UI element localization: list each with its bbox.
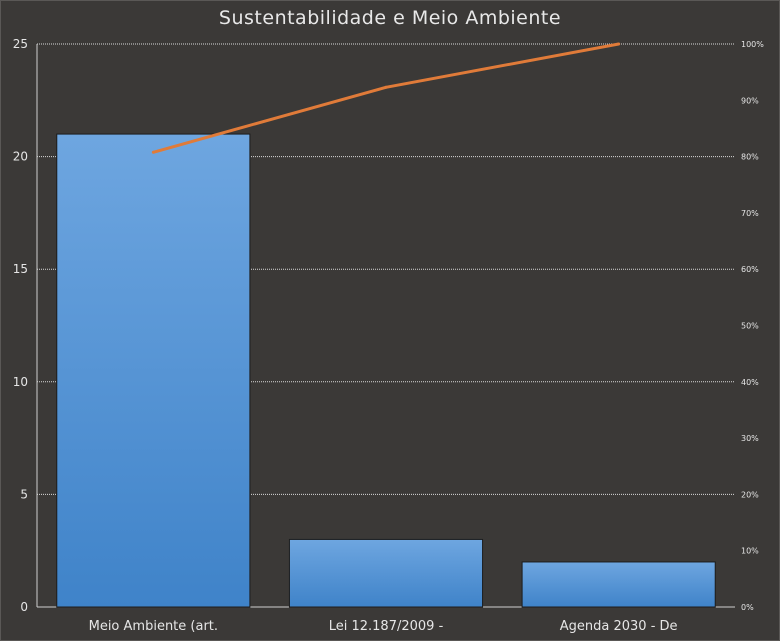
bar: [521, 561, 716, 608]
y-tick-label: 15: [13, 262, 28, 276]
y-tick-label: 5: [20, 487, 28, 501]
line-point: [384, 85, 388, 89]
y-tick-label: 20: [13, 150, 28, 164]
y-tick-label: 25: [13, 37, 28, 51]
x-axis-tick-labels: Meio Ambiente (art. Lei 12.187/2009 - Agen…: [89, 619, 678, 634]
y-axis-tick-labels: 0 5 10 15 20 25: [13, 37, 28, 614]
y2-tick-label: 40%: [741, 378, 759, 387]
x-tick-label: Agenda 2030 - De: [560, 619, 678, 634]
bar: [56, 133, 251, 608]
y-tick-label: 0: [20, 600, 28, 614]
x-tick-label: Meio Ambiente (art.: [89, 619, 218, 634]
chart-title: Sustentabilidade e Meio Ambiente: [218, 7, 562, 29]
bar-series: [56, 133, 716, 608]
y2-tick-label: 10%: [741, 547, 759, 556]
y2-tick-label: 80%: [741, 153, 759, 162]
line-point: [151, 150, 155, 154]
line-point: [617, 42, 621, 46]
secondary-y-axis-tick-labels: 0% 10% 20% 30% 40% 50% 60% 70% 80% 90% 100%: [741, 40, 764, 612]
y2-tick-label: 0%: [741, 603, 754, 612]
bar: [288, 538, 484, 608]
y2-tick-label: 20%: [741, 490, 759, 499]
y2-tick-label: 90%: [741, 96, 759, 105]
y2-tick-label: 60%: [741, 265, 759, 274]
y2-tick-label: 50%: [741, 322, 759, 331]
y2-tick-label: 30%: [741, 434, 759, 443]
y2-tick-label: 100%: [741, 40, 764, 49]
y2-tick-label: 70%: [741, 209, 759, 218]
y-tick-label: 10: [13, 375, 28, 389]
x-tick-label: Lei 12.187/2009 -: [329, 619, 444, 634]
cumulative-line-series: [151, 42, 621, 154]
